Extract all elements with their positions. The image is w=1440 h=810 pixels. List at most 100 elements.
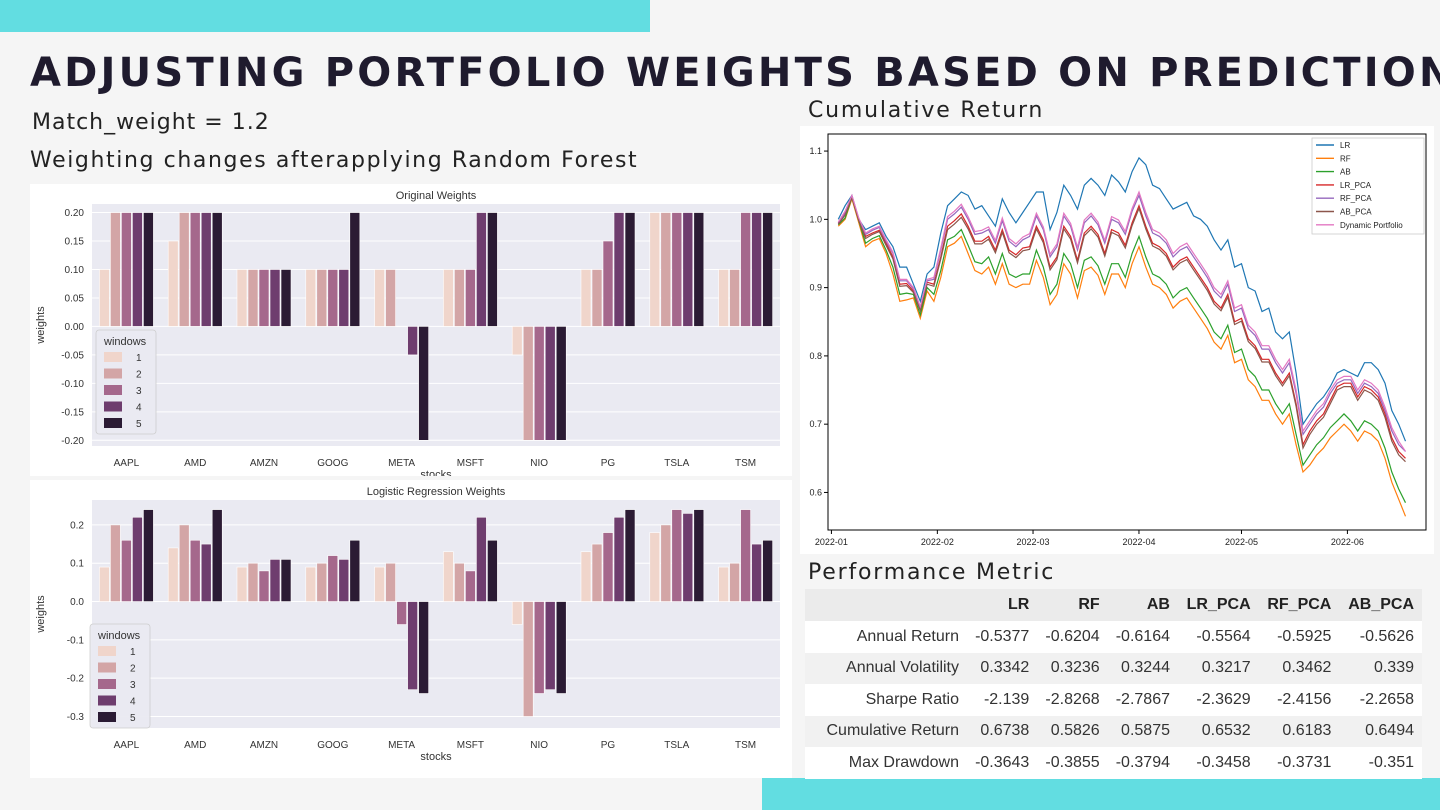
bar-nio-window-2 (522, 601, 534, 717)
bar-tsm-window-1 (718, 269, 729, 327)
bar-goog-window-2 (316, 269, 328, 327)
chart-title: Original Weights (396, 190, 477, 202)
legend-label-2: 2 (136, 370, 142, 381)
legend-title: windows (103, 336, 147, 348)
row-label: Cumulative Return (805, 715, 967, 747)
bar-goog-window-1 (305, 269, 317, 327)
legend-label-1: 1 (130, 647, 136, 658)
bar-msft-window-5 (487, 212, 498, 327)
x-tick-label: TSM (735, 458, 756, 469)
bar-msft-window-1 (443, 269, 454, 327)
bar-nio-window-4 (544, 326, 556, 441)
x-tick-label: AMZN (250, 458, 278, 469)
bar-aapl-window-1 (99, 269, 110, 327)
x-tick-label: AAPL (114, 740, 140, 751)
bar-meta-window-4 (407, 601, 418, 690)
x-tick-label: TSLA (664, 740, 689, 751)
legend-label: Dynamic Portfolio (1340, 221, 1403, 230)
bar-goog-window-4 (338, 269, 350, 327)
table-row: Cumulative Return 0.6738 0.5826 0.5875 0.653… (805, 715, 1422, 747)
chart-title: Logistic Regression Weights (367, 486, 506, 498)
y-tick-label: 0.0 (70, 597, 84, 608)
table-cell: -2.3629 (1177, 684, 1259, 716)
x-tick-label: META (388, 458, 415, 469)
bar-amd-window-4 (200, 212, 212, 327)
bar-amzn-window-2 (247, 269, 259, 327)
bar-tsm-window-5 (762, 539, 773, 602)
original-weights-chart: -0.20 -0.15 -0.10 -0.05 0.00 0.05 0.10 0.15 0.20… (35, 190, 780, 481)
table-cell: -2.2658 (1339, 684, 1422, 716)
slide-title: ADJUSTING PORTFOLIO WEIGHTS BASED ON PRE… (30, 50, 1440, 96)
table-cell: -0.3643 (967, 747, 1038, 779)
bar-tsm-window-4 (751, 212, 762, 327)
weighting-subtitle: Weighting changes afterapplying Random F… (30, 148, 639, 173)
bottom-accent-bar (762, 778, 1440, 810)
bar-msft-window-3 (465, 269, 476, 327)
bar-tsm-window-1 (718, 566, 729, 602)
bar-amzn-window-5 (280, 269, 292, 327)
legend-swatch-5 (104, 418, 122, 428)
table-cell: -0.3731 (1258, 747, 1340, 779)
legend-swatch-3 (98, 679, 116, 689)
y-tick-label: 0.15 (65, 237, 85, 248)
table-cell: 0.6738 (967, 715, 1038, 747)
bar-pg-window-1 (580, 551, 592, 602)
bar-nio-window-2 (522, 326, 534, 441)
bar-pg-window-3 (602, 240, 614, 327)
table-cell: -0.6204 (1037, 621, 1108, 653)
bar-pg-window-4 (613, 516, 625, 602)
x-axis-label: stocks (420, 751, 452, 763)
bar-tsla-window-3 (671, 509, 683, 602)
bar-tsla-window-5 (693, 509, 705, 602)
column-header-lr: LR (967, 589, 1038, 621)
bar-goog-window-5 (349, 212, 361, 327)
table-cell: -0.5564 (1177, 621, 1259, 653)
table-row: Max Drawdown -0.3643 -0.3855 -0.3794 -0.3458… (805, 747, 1422, 779)
column-header-ab: AB (1107, 589, 1178, 621)
column-header-ab_pca: AB_PCA (1339, 589, 1422, 621)
x-tick-label: AAPL (114, 458, 140, 469)
table-cell: -0.3458 (1177, 747, 1259, 779)
bar-tsla-window-2 (660, 524, 672, 602)
y-tick-label: -0.1 (67, 635, 85, 646)
bar-msft-window-4 (476, 516, 487, 602)
table-cell: -2.8268 (1037, 684, 1108, 716)
bar-aapl-window-5 (143, 509, 154, 602)
bar-msft-window-2 (454, 269, 465, 327)
x-tick-label: TSM (735, 740, 756, 751)
bar-pg-window-2 (591, 543, 603, 602)
bar-tsla-window-4 (682, 513, 694, 602)
x-tick-label: 2022-06 (1331, 537, 1364, 547)
table-row: Annual Return -0.5377 -0.6204 -0.6164 -0.556… (805, 621, 1422, 653)
table-cell: -0.3794 (1107, 747, 1178, 779)
series-line-lr (837, 156, 1407, 442)
bar-amd-window-4 (200, 543, 212, 602)
bar-aapl-window-4 (132, 212, 143, 327)
y-tick-label: 0.05 (65, 293, 85, 304)
bar-tsm-window-4 (751, 543, 762, 602)
lr-weights-panel: -0.3 -0.2 -0.1 0.0 0.1 0.2 AAPL AMD AMZN GOOG META… (30, 480, 792, 778)
x-tick-label: 2022-03 (1017, 537, 1050, 547)
table-cell: 0.339 (1339, 652, 1422, 684)
row-label: Max Drawdown (805, 747, 967, 779)
bar-pg-window-2 (591, 269, 603, 327)
table-cell: 0.6532 (1177, 715, 1259, 747)
bar-amzn-window-1 (236, 269, 248, 327)
bar-msft-window-2 (454, 562, 465, 602)
bar-goog-window-5 (349, 539, 361, 602)
header-blank (805, 589, 967, 621)
y-tick-label: -0.15 (61, 407, 84, 418)
bar-amzn-window-4 (269, 269, 281, 327)
column-header-rf: RF (1037, 589, 1108, 621)
y-tick-label: 0.7 (809, 419, 822, 429)
table-cell: 0.3462 (1258, 652, 1340, 684)
legend-swatch-1 (104, 352, 122, 362)
bar-aapl-window-4 (132, 516, 143, 602)
row-label: Annual Volatility (805, 652, 967, 684)
table-row: Annual Volatility 0.3342 0.3236 0.3244 0.321… (805, 652, 1422, 684)
table-cell: 0.3342 (967, 652, 1038, 684)
legend-label: AB_PCA (1340, 208, 1372, 217)
bar-meta-window-1 (374, 566, 385, 602)
row-label: Annual Return (805, 621, 967, 653)
match-weight-label: Match_weight = 1.2 (32, 110, 270, 135)
